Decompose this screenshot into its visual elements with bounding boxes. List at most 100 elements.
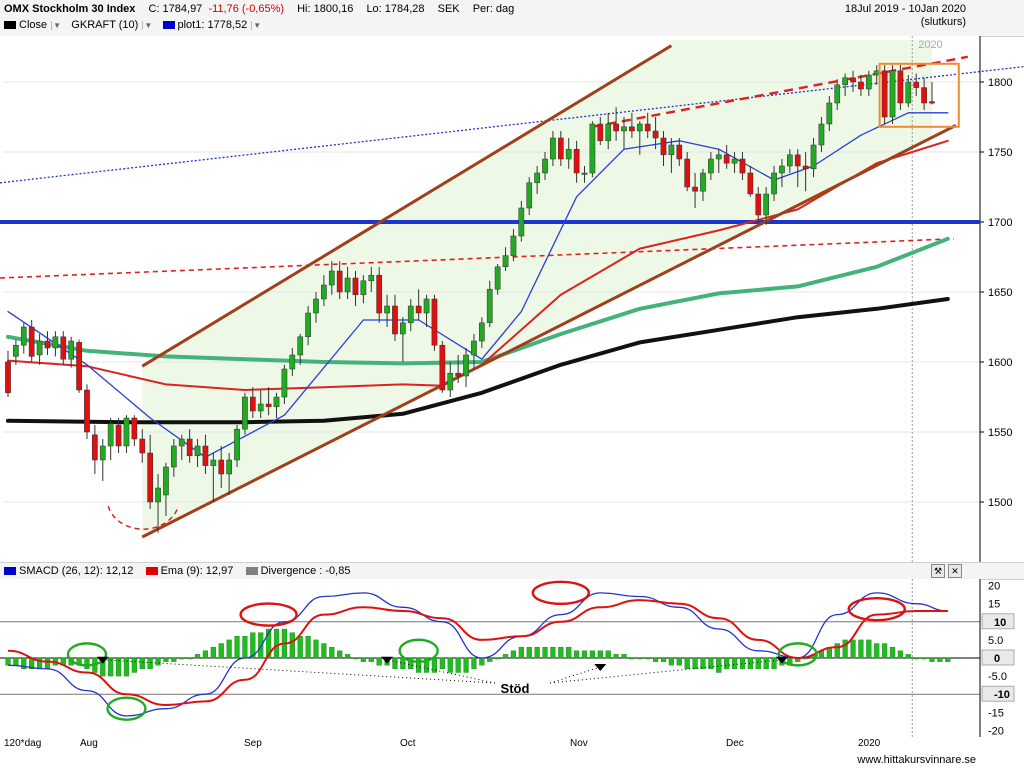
plot1-swatch <box>162 21 175 30</box>
candle-body <box>565 148 572 160</box>
candle-body <box>605 123 612 142</box>
support-label: Stöd <box>501 681 530 696</box>
x-axis-month: Aug <box>80 738 98 749</box>
y-tick-label: 15 <box>988 599 1000 611</box>
candle-body <box>692 186 698 192</box>
divergence-bar <box>937 657 943 662</box>
divergence-bar <box>194 654 201 659</box>
divergence-bar <box>518 646 524 659</box>
y-tick-label: 1550 <box>988 427 1012 439</box>
divergence-bar <box>558 646 564 659</box>
support-arrowhead <box>96 656 109 664</box>
divergence-bar <box>668 657 674 666</box>
divergence-bar <box>526 646 532 659</box>
divergence-bar <box>724 657 730 670</box>
gkraft-dropdown-icon[interactable]: ▼ <box>142 21 153 30</box>
candle-body <box>210 459 217 466</box>
macd-tools: ⚒ ✕ <box>928 564 962 578</box>
candle-body <box>226 459 232 475</box>
red-dashed-support-line <box>0 238 954 279</box>
divergence-bar <box>123 657 130 677</box>
candle-body <box>929 101 935 104</box>
candle-body <box>526 182 533 209</box>
plot1-dropdown-icon[interactable]: ▼ <box>251 21 262 30</box>
candle-body <box>423 298 430 314</box>
candle-body <box>305 312 311 338</box>
candle-body <box>115 424 122 447</box>
legend-ema: Ema (9): 12,97 <box>160 565 234 577</box>
candle-body <box>336 270 343 293</box>
y-tick-label: 20 <box>988 581 1000 593</box>
candle-body <box>723 154 730 164</box>
divergence-bar <box>163 657 169 662</box>
divergence-bar <box>889 646 896 659</box>
divergence-bar <box>905 654 911 659</box>
candle-body <box>747 172 754 195</box>
wrench-icon[interactable]: ⚒ <box>931 564 945 578</box>
divergence-bar <box>258 632 264 659</box>
candle-body <box>392 305 398 335</box>
candle-body <box>676 144 683 160</box>
y-tick-box <box>981 613 1015 630</box>
y-tick-label: 1700 <box>988 217 1012 229</box>
divergence-bar <box>202 650 209 659</box>
candle-body <box>739 158 746 174</box>
candle-body <box>644 123 651 132</box>
instrument-name: OMX Stockholm 30 Index <box>4 3 136 15</box>
divergence-bar <box>416 657 422 673</box>
candle-body <box>779 165 785 174</box>
candle-body <box>652 130 659 139</box>
candle-body <box>194 445 201 457</box>
divergence-bar <box>495 657 501 660</box>
candle-body <box>400 322 406 335</box>
candle-body <box>684 158 691 188</box>
divergence-bar <box>423 657 430 673</box>
divergence-bar <box>866 639 872 659</box>
x-axis-month: Sep <box>244 738 262 749</box>
divergence-bar <box>834 643 840 659</box>
change-value: -11,76 (-0,65%) <box>208 3 285 15</box>
divergence-bar <box>897 650 904 659</box>
candle-body <box>249 396 256 412</box>
candle-body <box>234 428 240 461</box>
divergence-bar <box>139 657 145 670</box>
candle-body <box>131 417 138 440</box>
high-value: Hi: 1800,16 <box>297 3 354 15</box>
candle-body <box>13 344 19 357</box>
close-dropdown-icon[interactable]: ▼ <box>51 21 62 30</box>
divergence-bar <box>676 657 682 666</box>
y-tick-label: 1600 <box>988 357 1012 369</box>
candle-body <box>147 452 154 503</box>
divergence-bar <box>5 657 11 666</box>
candle-body <box>313 298 319 314</box>
divergence-bar <box>179 657 185 660</box>
y-tick-label: 5.0 <box>988 635 1003 647</box>
divergence-bar <box>321 643 327 659</box>
y-tick-label: -15 <box>988 707 1004 719</box>
candle-body <box>794 154 801 167</box>
footer-url[interactable]: www.hittakursvinnare.se <box>857 754 976 766</box>
green-highlight-circle <box>106 696 147 721</box>
moving-average-line <box>6 236 950 366</box>
divergence-bar <box>313 639 319 659</box>
close-icon[interactable]: ✕ <box>948 564 962 578</box>
macd-header: SMACD (26, 12): 12,12 Ema (9): 12,97 Div… <box>0 562 1024 580</box>
divergence-bar <box>629 657 635 660</box>
candle-body <box>557 137 564 160</box>
close-value: C: 1784,97 <box>148 3 203 15</box>
candle-body <box>107 423 114 447</box>
currency: SEK <box>437 3 460 15</box>
candle-body <box>486 288 493 324</box>
divergence-bar <box>234 636 240 659</box>
legend-gkraft: GKRAFT (10) <box>71 19 139 31</box>
ema-swatch <box>145 567 158 576</box>
divergence-bar <box>731 657 738 670</box>
divergence-bar <box>708 657 714 670</box>
reversal-arc <box>107 505 179 530</box>
candle-body <box>802 165 809 170</box>
candle-body <box>368 274 375 282</box>
divergence-bar <box>471 657 477 670</box>
divergence-bar <box>850 639 856 659</box>
candle-body <box>810 144 817 170</box>
candle-body <box>155 487 161 503</box>
